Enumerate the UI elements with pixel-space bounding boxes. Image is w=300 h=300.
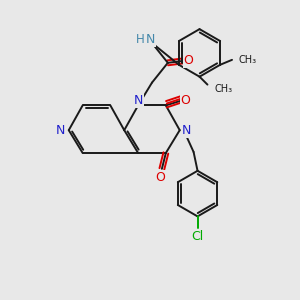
Text: N: N — [56, 124, 65, 137]
Text: H: H — [136, 32, 145, 46]
Text: N: N — [145, 32, 155, 46]
Text: N: N — [134, 94, 143, 107]
Text: Cl: Cl — [191, 230, 204, 243]
Text: N: N — [182, 124, 191, 137]
Text: O: O — [184, 54, 194, 67]
Text: CH₃: CH₃ — [239, 55, 257, 65]
Text: O: O — [181, 94, 190, 107]
Text: CH₃: CH₃ — [214, 84, 232, 94]
Text: O: O — [155, 171, 165, 184]
